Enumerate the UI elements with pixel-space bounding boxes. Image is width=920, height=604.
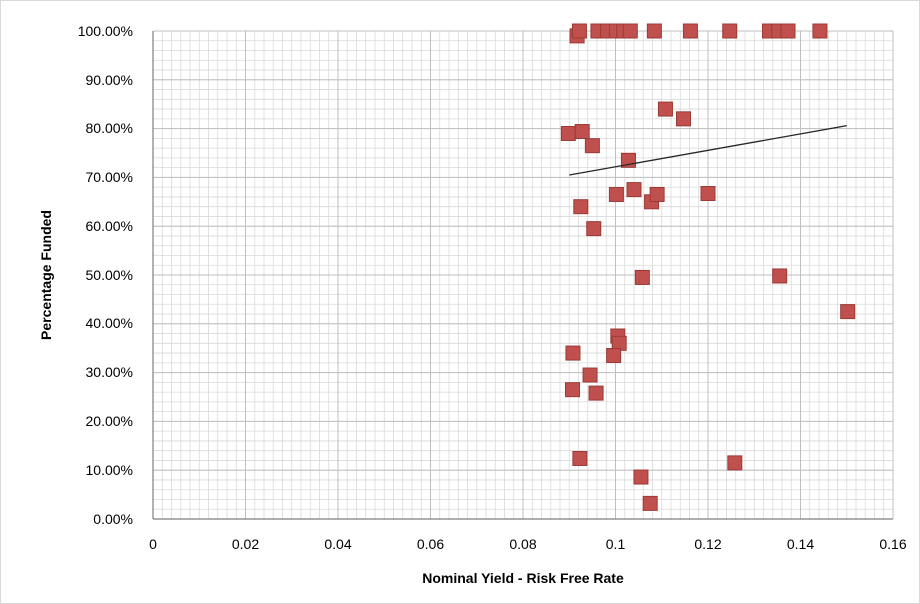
x-tick-label-0.1: 0.1	[606, 536, 626, 552]
y-tick-label-50: 50.00%	[86, 267, 133, 283]
data-point-12	[780, 23, 796, 39]
x-tick-label-0.04: 0.04	[324, 536, 351, 552]
x-tick-label-0.14: 0.14	[787, 536, 814, 552]
y-tick-label-30: 30.00%	[86, 364, 133, 380]
y-tick-label-10: 10.00%	[86, 462, 133, 478]
data-point-35	[564, 382, 580, 398]
data-point-8	[682, 23, 698, 39]
data-point-37	[572, 450, 588, 466]
data-point-18	[584, 138, 600, 154]
y-tick-labels: 0.00% 10.00% 20.00% 30.00% 40.00% 50.00%…	[78, 23, 133, 527]
data-point-36	[588, 385, 604, 401]
y-tick-label-0: 0.00%	[93, 511, 133, 527]
data-point-40	[642, 495, 658, 511]
data-point-23	[649, 186, 665, 202]
data-point-39	[633, 469, 649, 485]
data-point-13	[812, 23, 828, 39]
x-tick-label-0.08: 0.08	[509, 536, 536, 552]
data-point-32	[565, 345, 581, 361]
y-axis-title: Percentage Funded	[38, 210, 54, 340]
data-point-7	[646, 23, 662, 39]
data-point-29	[840, 304, 856, 320]
data-point-34	[582, 367, 598, 383]
data-point-9	[722, 23, 738, 39]
trendline	[569, 125, 847, 176]
y-tick-label-20: 20.00%	[86, 413, 133, 429]
y-tick-label-60: 60.00%	[86, 218, 133, 234]
data-point-24	[700, 186, 716, 202]
data-point-25	[573, 199, 589, 215]
data-point-1	[571, 23, 587, 39]
x-tick-label-0.06: 0.06	[417, 536, 444, 552]
data-point-21	[608, 186, 624, 202]
x-tick-label-0.12: 0.12	[694, 536, 721, 552]
data-point-20	[626, 182, 642, 198]
data-point-27	[634, 269, 650, 285]
x-tick-label-0.16: 0.16	[879, 536, 906, 552]
data-point-38	[727, 455, 743, 471]
trendline-layer	[569, 125, 847, 176]
x-tick-label-0.02: 0.02	[232, 536, 259, 552]
data-point-6	[622, 23, 638, 39]
data-point-33	[606, 348, 622, 364]
data-point-28	[772, 268, 788, 284]
y-tick-label-100: 100.00%	[78, 23, 133, 39]
y-tick-label-90: 90.00%	[86, 72, 133, 88]
data-point-17	[574, 124, 590, 140]
data-point-16	[560, 125, 576, 141]
x-tick-label-0: 0	[149, 536, 157, 552]
data-point-15	[675, 111, 691, 127]
x-tick-labels: 0 0.02 0.04 0.06 0.08 0.1 0.12 0.14 0.16	[149, 536, 907, 552]
data-points	[560, 23, 856, 511]
data-point-14	[657, 101, 673, 117]
y-tick-label-70: 70.00%	[86, 169, 133, 185]
y-tick-label-40: 40.00%	[86, 315, 133, 331]
major-gridlines	[152, 30, 894, 520]
y-tick-label-80: 80.00%	[86, 120, 133, 136]
data-point-26	[586, 221, 602, 237]
x-axis-title: Nominal Yield - Risk Free Rate	[422, 570, 624, 586]
